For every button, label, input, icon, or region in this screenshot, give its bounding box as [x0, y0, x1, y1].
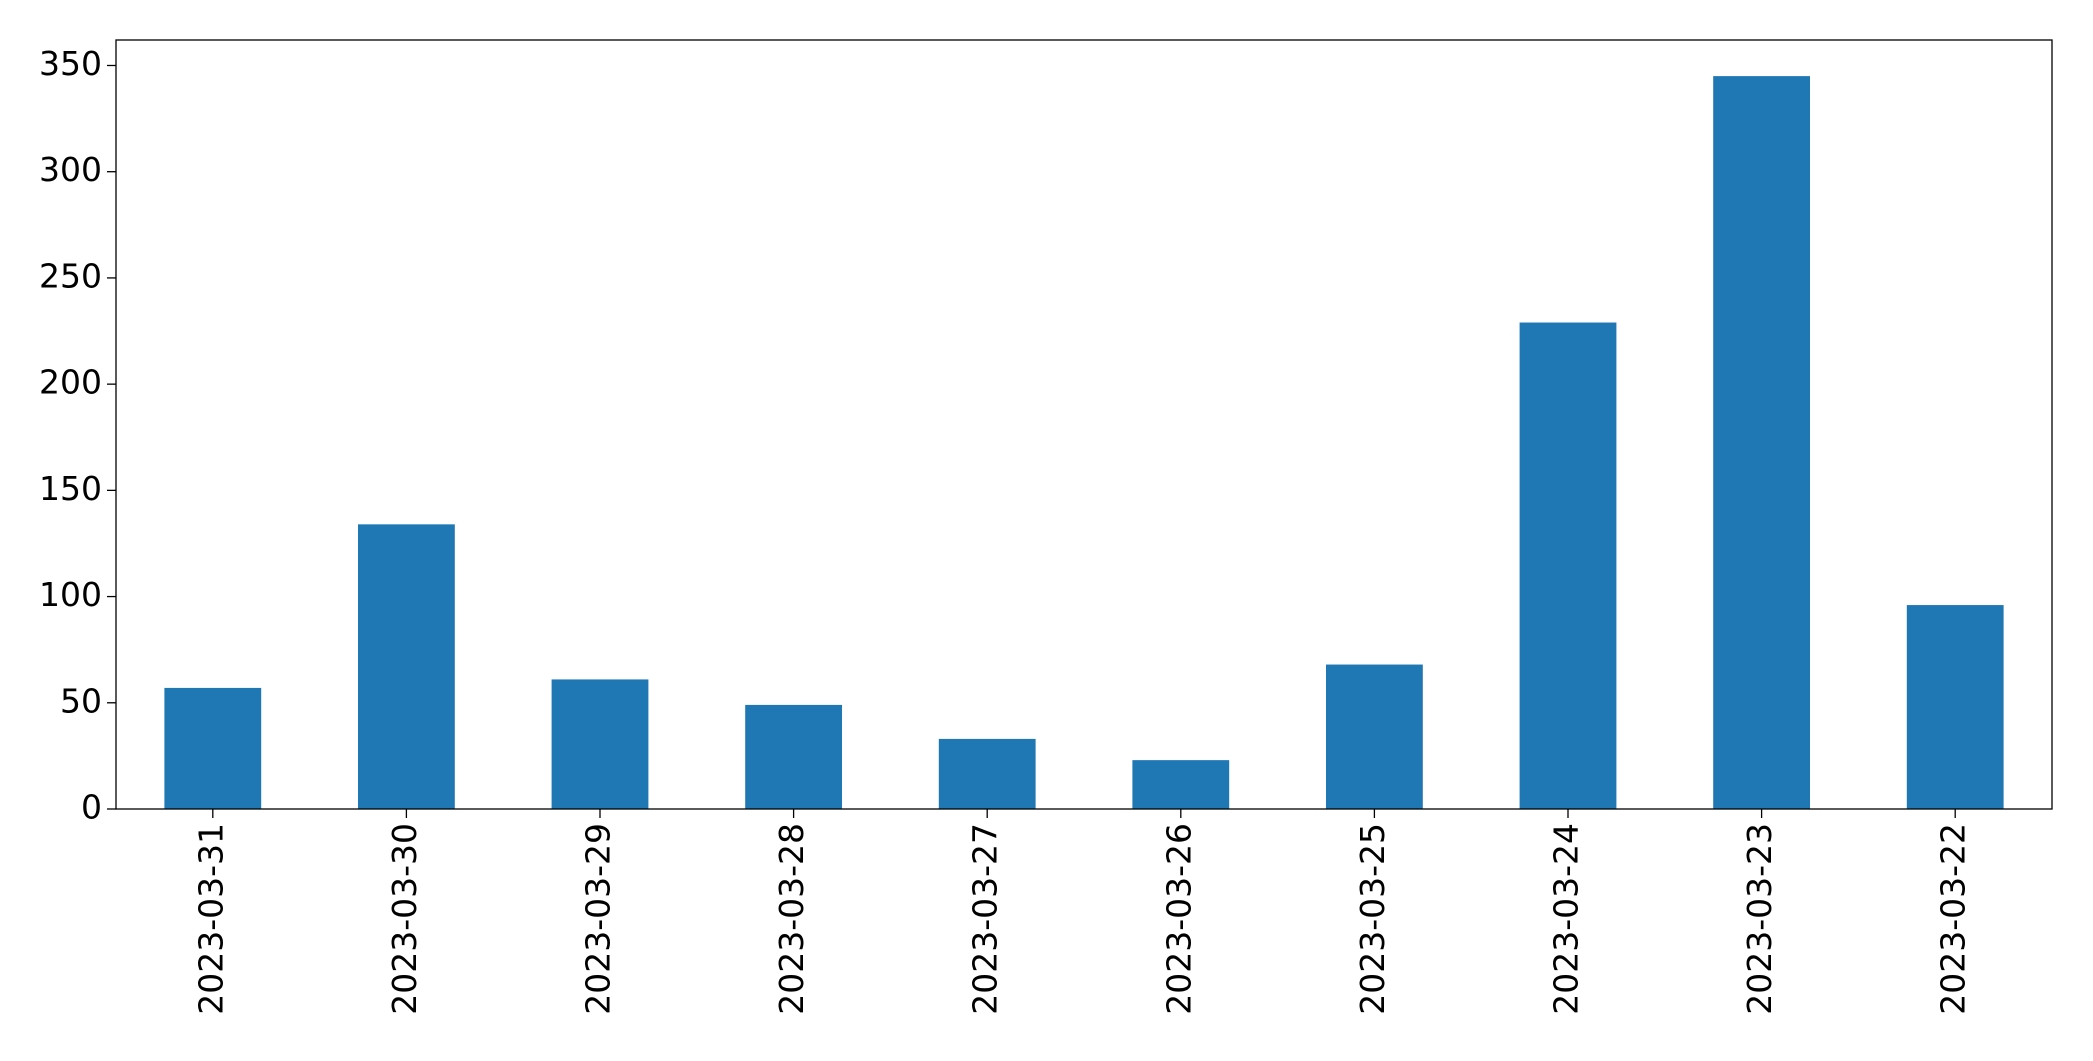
x-tick-label: 2023-03-31 — [191, 823, 230, 1015]
y-tick-label: 300 — [39, 150, 102, 189]
y-tick-label: 350 — [39, 44, 102, 83]
y-tick-label: 100 — [39, 575, 102, 614]
x-tick-label: 2023-03-23 — [1740, 823, 1779, 1015]
y-tick-label: 150 — [39, 469, 102, 508]
x-tick-label: 2023-03-25 — [1353, 823, 1392, 1015]
bar — [164, 687, 262, 809]
bar — [551, 679, 649, 809]
bar — [938, 738, 1036, 809]
x-tick-label: 2023-03-26 — [1159, 823, 1198, 1015]
x-tick-label: 2023-03-27 — [966, 823, 1005, 1015]
bar — [1906, 605, 2004, 809]
bar — [1132, 760, 1230, 809]
x-tick-label: 2023-03-30 — [385, 823, 424, 1015]
x-tick-label: 2023-03-22 — [1934, 823, 1973, 1015]
bar — [1519, 322, 1617, 809]
bar — [745, 704, 842, 809]
bar — [1326, 664, 1423, 809]
y-tick-label: 250 — [39, 256, 102, 295]
x-tick-label: 2023-03-24 — [1547, 823, 1586, 1015]
x-tick-label: 2023-03-29 — [579, 823, 618, 1015]
y-tick-label: 200 — [39, 363, 102, 402]
plot-frame — [115, 39, 2053, 810]
x-tick-label: 2023-03-28 — [772, 823, 811, 1015]
y-tick-label: 50 — [60, 681, 102, 720]
bar — [1713, 76, 1810, 809]
y-tick-label: 0 — [81, 788, 102, 827]
bar — [358, 524, 455, 809]
